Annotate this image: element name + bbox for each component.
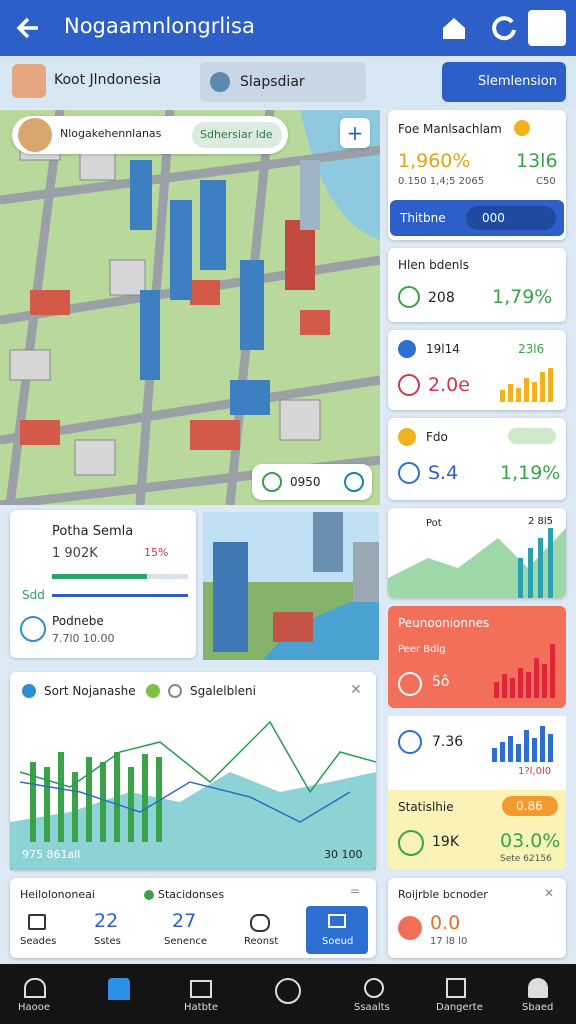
stat-title: Roijrble bcnoder [398, 888, 488, 901]
stat-title: Foe Manlsachlam [398, 122, 502, 136]
summary-subtitle: Stacidonses [158, 888, 225, 901]
stat-value: 23l6 [518, 342, 545, 356]
stat-card[interactable]: Foe Manlsachlam 1,960% 13l6 0.150 1,4;5 … [388, 110, 566, 240]
map-pill: Sdhersiar lde [200, 128, 273, 141]
stat-value: 19K [432, 834, 459, 850]
project-value2: 7.7l0 10.00 [52, 632, 115, 645]
stat-caption: 0.150 1,4;5 2065 [398, 176, 485, 187]
bar-label: Thitbne [400, 211, 446, 225]
add-button[interactable]: + [340, 118, 370, 148]
summary-label: Senence [164, 936, 207, 947]
map-badge-value: 0950 [290, 475, 321, 489]
legend-2: Sgalelbleni [190, 684, 256, 698]
stat-label: 19l14 [426, 342, 460, 356]
stat-value: 2 8l5 [528, 516, 554, 527]
project-card[interactable]: Potha Semla 1 902K 15% Sdd Podnebe 7.7l0… [10, 510, 196, 658]
tab-label: Slapsdiar [240, 74, 305, 90]
project-title: Potha Semla [52, 524, 134, 539]
bottom-nav: Haooe Hatbte Ssaalts Dangerte Sbaed [0, 964, 576, 1024]
bar-value: 000 [482, 211, 505, 225]
stat-value: 03.0% [500, 830, 561, 852]
project-title2: Podnebe [52, 614, 104, 628]
stat-value: S.4 [428, 462, 459, 484]
summary-title: Heilolononeai [20, 888, 95, 901]
stat-card[interactable]: Peunoonionnes Peer Bdlg 5ô [388, 606, 566, 708]
stat-card[interactable]: Hlen bdenls 208 1,79% [388, 248, 566, 322]
tab[interactable]: Slapsdiar [200, 62, 366, 102]
top-bar: Nogaamnlongrlisa [0, 0, 576, 56]
summary-label: Seades [20, 936, 57, 947]
button-label: Slemlension [478, 74, 557, 89]
location-shield [12, 64, 46, 98]
city-map[interactable] [0, 110, 380, 505]
app-title: Nogaamnlongrlisa [64, 14, 255, 38]
stat-value: 1,960% [398, 150, 471, 172]
stat-title: Pot [426, 518, 442, 529]
summary-card: Heilolononeai Stacidonses = Seades 22 Ss… [10, 878, 376, 958]
stat-value: 7.36 [432, 734, 464, 750]
nav-label[interactable]: Ssaalts [354, 1002, 390, 1013]
nav-label[interactable]: Hatbte [184, 1002, 218, 1013]
stat-value: 1?l,0l0 [518, 766, 552, 777]
box-icon[interactable] [528, 10, 566, 46]
stat-card[interactable]: Pot 2 8l5 [388, 508, 566, 598]
nav-center[interactable] [275, 978, 301, 1004]
map-badge[interactable]: 0950 [252, 464, 372, 500]
nav-label[interactable]: Haooe [18, 1002, 51, 1013]
stat-card[interactable]: 19l14 23l6 2.0e [388, 330, 566, 410]
close-icon[interactable]: ✕ [350, 682, 362, 698]
stat-title: Statislhie [398, 800, 454, 814]
summary-value: 27 [172, 910, 197, 932]
stat-caption: Sete 62156 [500, 854, 552, 864]
stat-caption: C50 [536, 176, 556, 187]
summary-label: Reonst [244, 936, 279, 947]
close-icon[interactable]: ✕ [544, 886, 555, 900]
home-icon[interactable] [440, 14, 468, 42]
chart [10, 720, 376, 870]
stat-value: 2.0e [428, 374, 470, 396]
stat-label: Peer Bdlg [398, 644, 446, 655]
stat-value: 1,79% [492, 286, 553, 308]
stat-value: 1,19% [500, 462, 561, 484]
legend-1: Sort Nojanashe [44, 684, 136, 698]
back-button[interactable] [14, 14, 42, 42]
stat-card[interactable]: Roijrble bcnoder ✕ 0.0 17 l8 l0 [388, 878, 566, 958]
menu-icon[interactable]: = [350, 884, 361, 898]
project-value: 1 902K [52, 546, 98, 561]
summary-value: 22 [94, 910, 119, 932]
toolbar: Koot Jlndonesia Slapsdiar Slemlension [0, 56, 576, 108]
chart-left-label: 975 861all [22, 848, 81, 861]
nav-label[interactable]: Sbaed [522, 1002, 554, 1013]
stat-card[interactable]: 7.36 1?l,0l0 [388, 716, 566, 790]
summary-label: Sstes [94, 936, 121, 947]
map-card[interactable]: Nlogakehennlanas Sdhersiar lde [12, 116, 288, 154]
stat-value: 208 [428, 290, 455, 306]
summary-label: Soeud [322, 936, 354, 947]
stat-title: Peunoonionnes [398, 616, 490, 630]
map-card-title: Nlogakehennlanas [60, 127, 162, 140]
city-image [203, 512, 379, 660]
stat-card[interactable]: Statislhie 0.86 19K 03.0% Sete 62156 [388, 790, 566, 870]
stat-title: Fdo [426, 430, 448, 444]
stat-card[interactable]: Fdo S.4 1,19% [388, 418, 566, 500]
stat-value: 5ô [432, 674, 450, 690]
summary-active[interactable]: Soeud [306, 906, 368, 954]
refresh-icon[interactable] [490, 14, 518, 42]
stat-value: 0.0 [430, 912, 461, 934]
nav-label[interactable]: Dangerte [436, 1002, 483, 1013]
project-percent: 15% [144, 546, 169, 559]
nav-home[interactable] [108, 978, 130, 1000]
stat-caption: 17 l8 l0 [430, 936, 468, 947]
chart-card[interactable]: Sort Nojanashe Sgalelbleni ✕ 975 861all … [10, 672, 376, 870]
stat-title: Hlen bdenls [398, 258, 469, 272]
action-button[interactable]: Slemlension [442, 62, 566, 102]
location-label: Koot Jlndonesia [54, 72, 162, 88]
project-label: Sdd [22, 588, 45, 602]
chart-right-label: 30 100 [324, 848, 363, 861]
stat-value: 13l6 [516, 150, 558, 172]
stat-pill: 0.86 [516, 799, 543, 813]
